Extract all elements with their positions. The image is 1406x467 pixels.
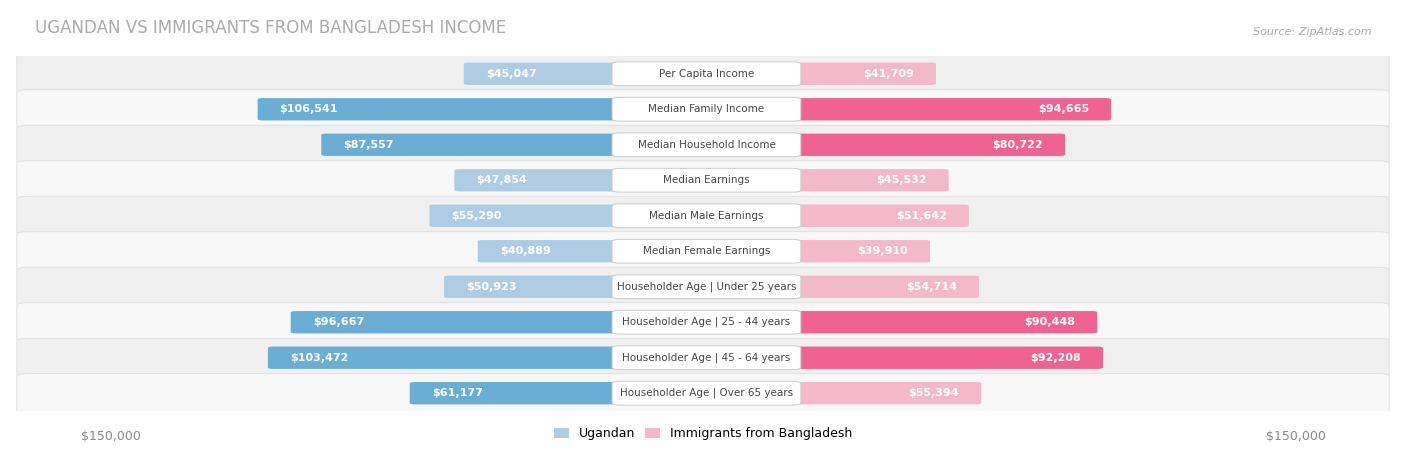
Text: Source: ZipAtlas.com: Source: ZipAtlas.com [1253, 27, 1371, 36]
FancyBboxPatch shape [321, 134, 626, 156]
Text: $41,709: $41,709 [863, 69, 914, 79]
FancyBboxPatch shape [612, 346, 801, 369]
Text: $150,000: $150,000 [1265, 431, 1326, 444]
Text: Householder Age | Under 25 years: Householder Age | Under 25 years [617, 282, 796, 292]
FancyBboxPatch shape [257, 98, 626, 120]
FancyBboxPatch shape [787, 98, 1111, 120]
FancyBboxPatch shape [429, 205, 626, 227]
Text: Householder Age | Over 65 years: Householder Age | Over 65 years [620, 388, 793, 398]
FancyBboxPatch shape [787, 205, 969, 227]
Text: $55,290: $55,290 [451, 211, 502, 221]
FancyBboxPatch shape [787, 134, 1064, 156]
Legend: Ugandan, Immigrants from Bangladesh: Ugandan, Immigrants from Bangladesh [554, 427, 852, 440]
Text: Median Male Earnings: Median Male Earnings [650, 211, 763, 221]
FancyBboxPatch shape [291, 311, 626, 333]
FancyBboxPatch shape [787, 63, 936, 85]
Text: $92,208: $92,208 [1031, 353, 1081, 363]
FancyBboxPatch shape [787, 311, 1097, 333]
Text: $80,722: $80,722 [993, 140, 1043, 150]
FancyBboxPatch shape [612, 204, 801, 227]
FancyBboxPatch shape [17, 267, 1389, 306]
Text: $96,667: $96,667 [312, 317, 364, 327]
FancyBboxPatch shape [787, 240, 929, 262]
FancyBboxPatch shape [269, 347, 626, 369]
Text: Median Family Income: Median Family Income [648, 104, 765, 114]
Text: $39,910: $39,910 [858, 246, 908, 256]
FancyBboxPatch shape [17, 90, 1389, 129]
Text: $45,532: $45,532 [876, 175, 927, 185]
FancyBboxPatch shape [17, 161, 1389, 200]
Text: Householder Age | 25 - 44 years: Householder Age | 25 - 44 years [623, 317, 790, 327]
Text: Median Earnings: Median Earnings [664, 175, 749, 185]
FancyBboxPatch shape [17, 374, 1389, 413]
FancyBboxPatch shape [454, 169, 626, 191]
Text: $47,854: $47,854 [477, 175, 527, 185]
FancyBboxPatch shape [787, 169, 949, 191]
Text: $90,448: $90,448 [1024, 317, 1076, 327]
FancyBboxPatch shape [17, 196, 1389, 235]
FancyBboxPatch shape [787, 382, 981, 404]
FancyBboxPatch shape [17, 54, 1389, 93]
FancyBboxPatch shape [612, 98, 801, 121]
FancyBboxPatch shape [612, 311, 801, 334]
FancyBboxPatch shape [612, 382, 801, 405]
Text: Median Female Earnings: Median Female Earnings [643, 246, 770, 256]
FancyBboxPatch shape [612, 240, 801, 263]
Text: UGANDAN VS IMMIGRANTS FROM BANGLADESH INCOME: UGANDAN VS IMMIGRANTS FROM BANGLADESH IN… [35, 19, 506, 36]
Text: $61,177: $61,177 [432, 388, 482, 398]
FancyBboxPatch shape [787, 276, 979, 298]
Text: $87,557: $87,557 [343, 140, 394, 150]
FancyBboxPatch shape [787, 347, 1102, 369]
Text: Median Household Income: Median Household Income [637, 140, 775, 150]
Text: $40,889: $40,889 [499, 246, 551, 256]
Text: $103,472: $103,472 [290, 353, 349, 363]
FancyBboxPatch shape [612, 169, 801, 192]
Text: $54,714: $54,714 [905, 282, 957, 292]
FancyBboxPatch shape [17, 303, 1389, 342]
FancyBboxPatch shape [17, 125, 1389, 164]
FancyBboxPatch shape [612, 133, 801, 156]
Text: $150,000: $150,000 [80, 431, 141, 444]
Text: Per Capita Income: Per Capita Income [659, 69, 754, 79]
FancyBboxPatch shape [17, 232, 1389, 271]
Text: $50,923: $50,923 [467, 282, 516, 292]
Text: Householder Age | 45 - 64 years: Householder Age | 45 - 64 years [623, 353, 790, 363]
FancyBboxPatch shape [17, 338, 1389, 377]
FancyBboxPatch shape [444, 276, 626, 298]
FancyBboxPatch shape [478, 240, 626, 262]
Text: $106,541: $106,541 [280, 104, 339, 114]
FancyBboxPatch shape [612, 62, 801, 85]
FancyBboxPatch shape [612, 275, 801, 298]
Text: $55,394: $55,394 [908, 388, 959, 398]
FancyBboxPatch shape [464, 63, 626, 85]
Text: $45,047: $45,047 [486, 69, 537, 79]
FancyBboxPatch shape [409, 382, 626, 404]
Text: $51,642: $51,642 [896, 211, 946, 221]
Text: $94,665: $94,665 [1038, 104, 1090, 114]
